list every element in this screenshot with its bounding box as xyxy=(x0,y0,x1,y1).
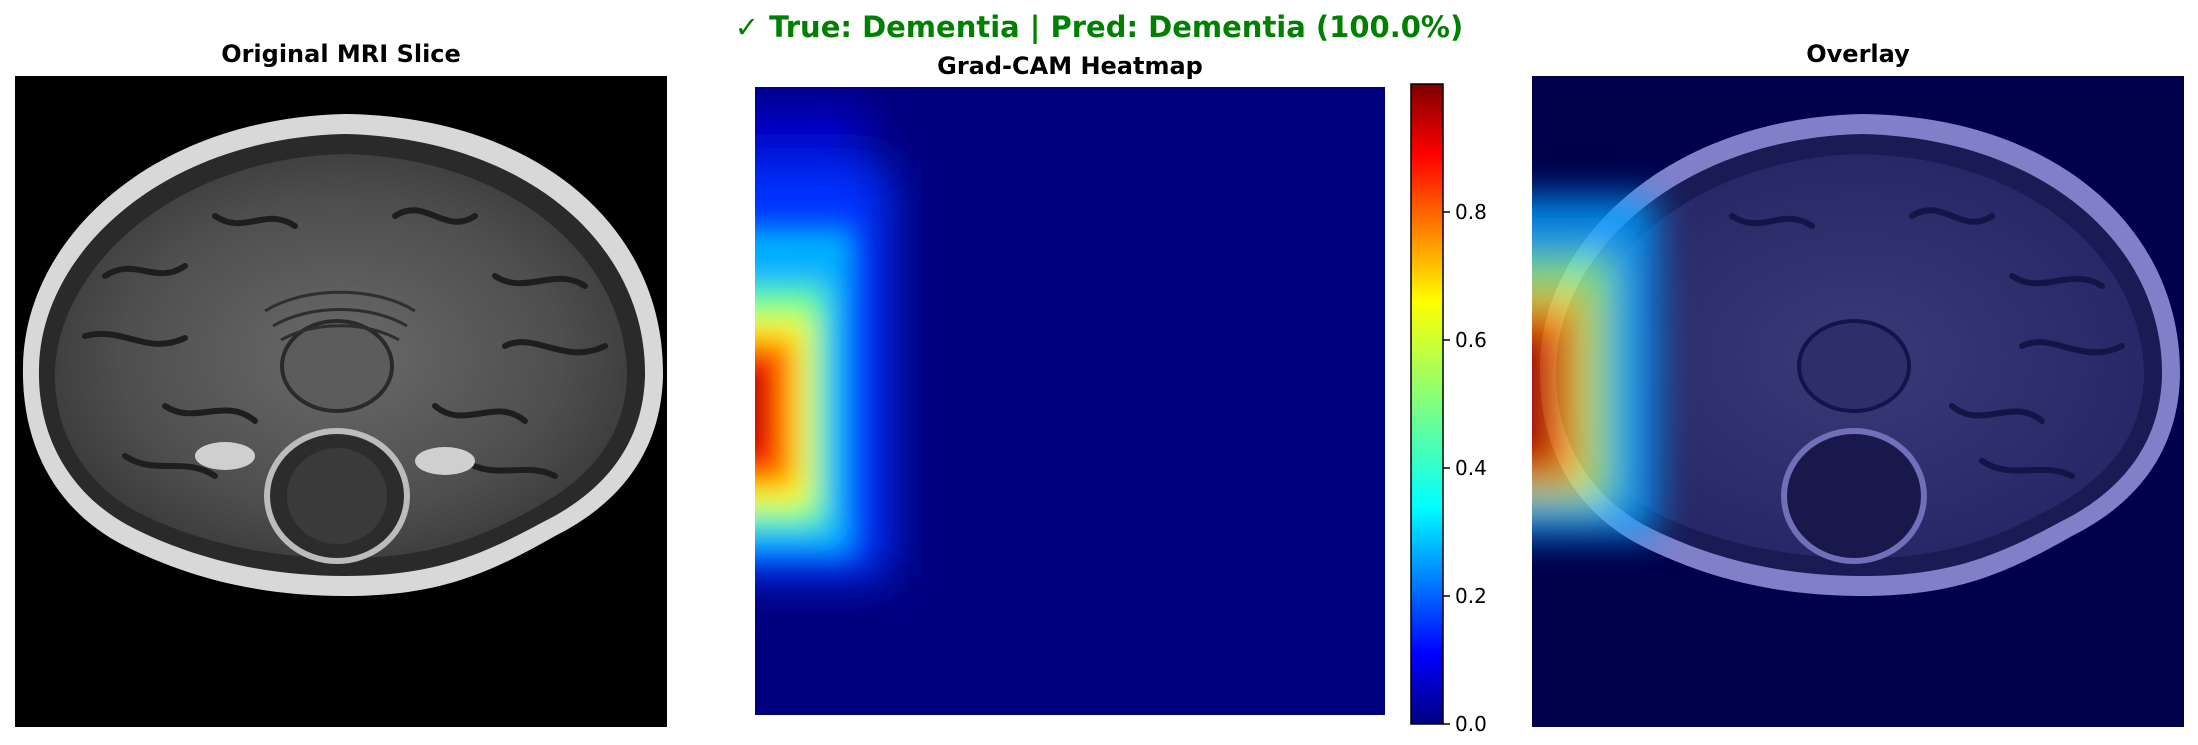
original-panel-title: Original MRI Slice xyxy=(221,40,461,68)
colorbar-tick-label: 0.4 xyxy=(1455,456,1487,480)
figure-suptitle: ✓ True: Dementia | Pred: Dementia (100.0… xyxy=(734,10,1464,44)
overlay-image xyxy=(1532,76,2184,727)
colorbar-tick-label: 0.2 xyxy=(1455,584,1487,608)
heatmap-panel-title: Grad-CAM Heatmap xyxy=(937,52,1203,80)
colorbar-tick-label: 0.0 xyxy=(1455,712,1487,736)
colorbar-tick-label: 0.8 xyxy=(1455,200,1487,224)
gradcam-heatmap-image xyxy=(755,87,1385,715)
overlay-panel-title: Overlay xyxy=(1806,40,1910,68)
colorbar-tick-label: 0.6 xyxy=(1455,328,1487,352)
original-mri-image xyxy=(15,76,667,727)
colorbar: 0.0 0.2 0.4 0.6 0.8 xyxy=(1405,76,1515,736)
